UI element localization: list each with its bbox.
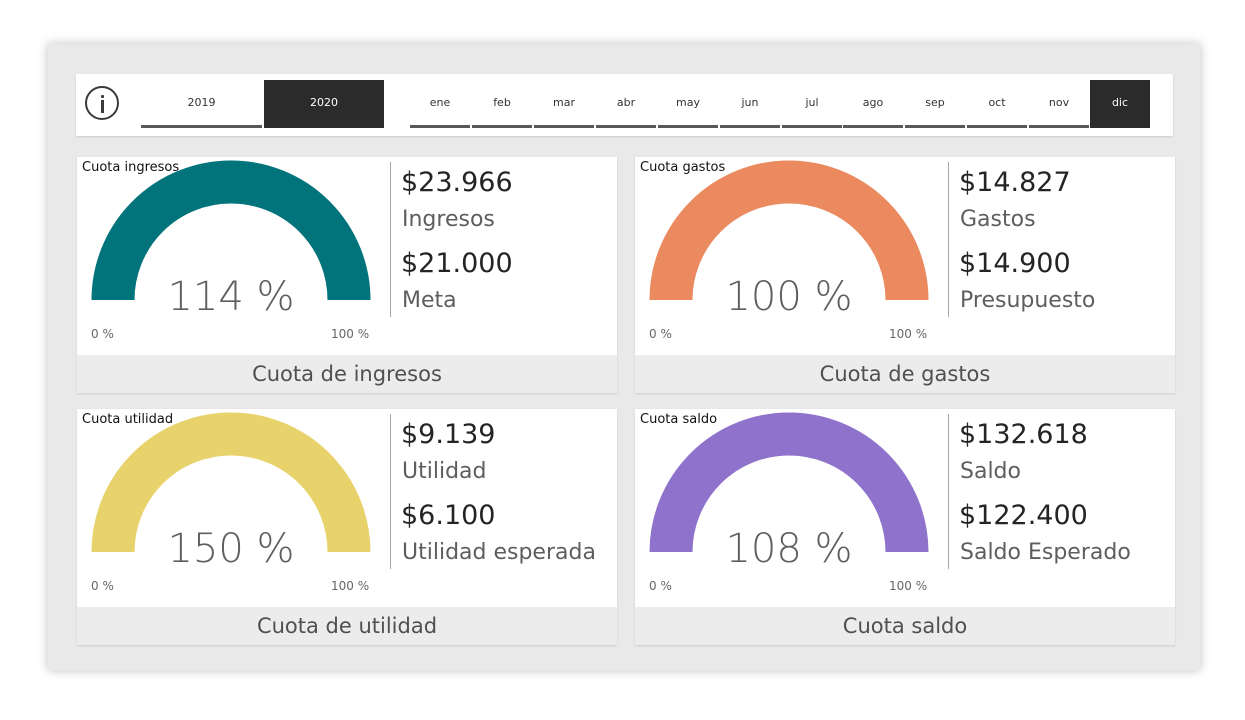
gauge-value-ingresos: 114 % <box>167 274 294 320</box>
gauge-arc-gastos <box>649 160 929 301</box>
gauge-max-label: 100 % <box>331 579 370 593</box>
card-title: Cuota gastos <box>640 160 726 175</box>
month-option-may[interactable]: may <box>658 80 718 128</box>
month-option-oct[interactable]: oct <box>967 80 1027 128</box>
info-icon[interactable] <box>85 86 119 120</box>
gauge-arc-ingresos <box>91 160 371 301</box>
card-cuota-saldo: 108 % Cuota saldo 0 % 100 % $132.618 Sal… <box>635 409 1175 645</box>
month-option-nov[interactable]: nov <box>1029 80 1089 128</box>
card-footer-title: Cuota saldo <box>635 607 1175 645</box>
month-option-feb[interactable]: feb <box>472 80 532 128</box>
card-cuota-utilidad: 150 % Cuota utilidad 0 % 100 % $9.139 Ut… <box>77 409 617 645</box>
gauge-gastos: 100 % <box>649 160 929 320</box>
card-title: Cuota saldo <box>640 412 718 427</box>
divider <box>390 162 391 317</box>
kpi-saldo-value: $132.618 <box>959 419 1088 450</box>
kpi-gastos-label: Gastos <box>960 207 1036 232</box>
gauge-value-saldo: 108 % <box>725 526 852 572</box>
kpi-ingresos-value: $23.966 <box>401 167 513 198</box>
kpi-utilidad-esperada-value: $6.100 <box>401 500 496 531</box>
gauge-max-label: 100 % <box>889 327 928 341</box>
gauge-arc-utilidad <box>91 412 371 553</box>
kpi-gastos-value: $14.827 <box>959 167 1071 198</box>
gauge-min-label: 0 % <box>91 327 114 341</box>
kpi-saldo-esperado-value: $122.400 <box>959 500 1088 531</box>
card-footer-title: Cuota de ingresos <box>77 355 617 393</box>
kpi-meta-value: $21.000 <box>401 248 513 279</box>
kpi-utilidad-esperada-label: Utilidad esperada <box>402 540 596 565</box>
card-cuota-gastos: 100 % Cuota gastos 0 % 100 % $14.827 Gas… <box>635 157 1175 393</box>
gauge-min-label: 0 % <box>649 579 672 593</box>
month-option-mar[interactable]: mar <box>534 80 594 128</box>
year-option-2019[interactable]: 2019 <box>141 80 262 128</box>
divider <box>948 414 949 569</box>
card-footer-title: Cuota de utilidad <box>77 607 617 645</box>
kpi-utilidad-value: $9.139 <box>401 419 496 450</box>
gauge-value-gastos: 100 % <box>725 274 852 320</box>
card-cuota-ingresos: 114 % Cuota ingresos 0 % 100 % $23.966 I… <box>77 157 617 393</box>
gauge-utilidad: 150 % <box>91 412 371 572</box>
kpi-saldo-label: Saldo <box>960 459 1021 484</box>
year-option-2020[interactable]: 2020 <box>264 80 384 128</box>
gauge-max-label: 100 % <box>331 327 370 341</box>
kpi-ingresos-label: Ingresos <box>402 207 495 232</box>
month-option-sep[interactable]: sep <box>905 80 965 128</box>
kpi-utilidad-label: Utilidad <box>402 459 487 484</box>
divider <box>390 414 391 569</box>
kpi-meta-label: Meta <box>402 288 457 313</box>
report-canvas: 2019 2020 ene feb mar abr may jun jul ag… <box>48 44 1200 670</box>
card-footer-title: Cuota de gastos <box>635 355 1175 393</box>
gauge-saldo: 108 % <box>649 412 929 572</box>
date-slicer-bar: 2019 2020 ene feb mar abr may jun jul ag… <box>76 74 1173 136</box>
month-option-ene[interactable]: ene <box>410 80 470 128</box>
gauge-value-utilidad: 150 % <box>167 526 294 572</box>
card-title: Cuota ingresos <box>82 160 180 175</box>
gauge-min-label: 0 % <box>91 579 114 593</box>
month-option-jun[interactable]: jun <box>720 80 780 128</box>
kpi-presupuesto-value: $14.900 <box>959 248 1071 279</box>
month-option-dic[interactable]: dic <box>1090 80 1150 128</box>
divider <box>948 162 949 317</box>
gauge-ingresos: 114 % <box>91 160 371 320</box>
kpi-presupuesto-label: Presupuesto <box>960 288 1096 313</box>
gauge-min-label: 0 % <box>649 327 672 341</box>
month-option-abr[interactable]: abr <box>596 80 656 128</box>
card-title: Cuota utilidad <box>82 412 174 427</box>
gauge-max-label: 100 % <box>889 579 928 593</box>
gauge-arc-saldo <box>649 412 929 553</box>
month-option-jul[interactable]: jul <box>782 80 842 128</box>
kpi-saldo-esperado-label: Saldo Esperado <box>960 540 1131 565</box>
month-option-ago[interactable]: ago <box>843 80 903 128</box>
